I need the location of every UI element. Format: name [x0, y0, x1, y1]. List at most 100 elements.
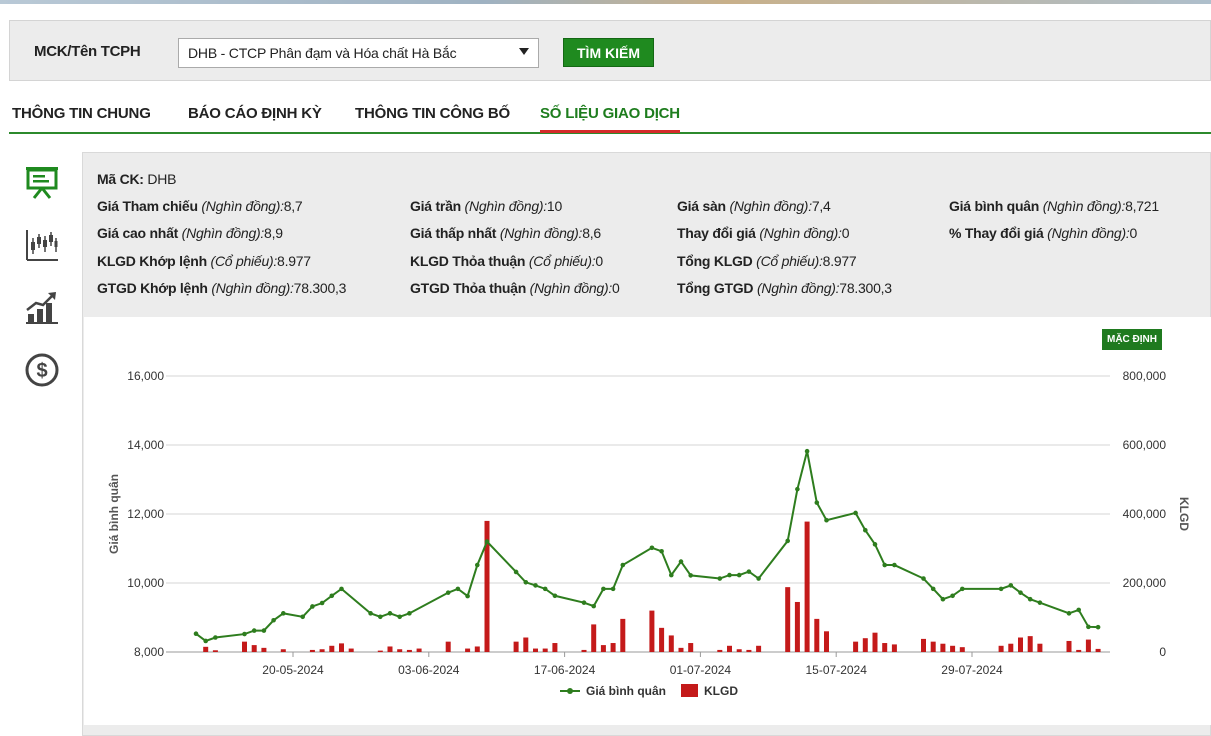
candlestick-chart-icon[interactable]: [24, 228, 60, 264]
price-point: [998, 586, 1004, 592]
volume-bar: [309, 649, 315, 652]
search-button[interactable]: TÌM KIẾM: [563, 38, 654, 67]
volume-bar: [668, 635, 674, 652]
price-point: [727, 572, 732, 578]
x-tick-label: 17-06-2024: [534, 663, 596, 677]
price-point: [853, 510, 858, 516]
volume-bar: [251, 645, 257, 652]
price-point: [892, 562, 897, 568]
company-select[interactable]: DHB - CTCP Phân đạm và Hóa chất Hà Bắc: [178, 38, 539, 68]
volume-bar: [533, 648, 538, 652]
volume-bar: [950, 645, 956, 652]
volume-bar: [280, 649, 286, 652]
volume-bar: [212, 650, 218, 652]
price-point: [756, 576, 761, 581]
x-tick-label: 01-07-2024: [670, 663, 732, 677]
volume-bar: [203, 646, 209, 652]
high-price: Giá cao nhất (Nghìn đồng):8,9: [97, 225, 283, 241]
volume-bar: [387, 646, 393, 652]
volume-bar: [377, 650, 383, 652]
y2-tick-label: 200,000: [1123, 576, 1167, 590]
volume-bar: [659, 627, 665, 652]
price-point: [950, 593, 955, 599]
price-point: [688, 573, 693, 578]
price-point: [659, 548, 664, 554]
y2-tick-label: 600,000: [1123, 438, 1167, 452]
pct-price-change: % Thay đổi giá (Nghìn đồng):0: [949, 225, 1138, 241]
total-value: Tổng GTGD (Nghìn đồng):78.300,3: [677, 280, 892, 296]
price-point: [1086, 624, 1091, 630]
search-bar: MCK/Tên TCPH DHB - CTCP Phân đạm và Hóa …: [9, 20, 1211, 81]
tab-general-info[interactable]: THÔNG TIN CHUNG: [12, 105, 151, 122]
trading-data-panel: Mã CK: DHB Giá Tham chiếu (Nghìn đồng):8…: [82, 152, 1211, 736]
ceiling-price: Giá trần (Nghìn đồng):10: [410, 198, 562, 214]
price-point: [445, 590, 451, 595]
volume-bar: [862, 638, 868, 652]
matched-value: GTGD Khớp lệnh (Nghìn đồng):78.300,3: [97, 280, 347, 296]
reset-zoom-button[interactable]: MẶC ĐỊNH: [1102, 329, 1162, 350]
price-point: [882, 562, 887, 568]
y2-axis-title: KLGD: [1177, 497, 1191, 531]
x-tick-label: 29-07-2024: [941, 663, 1003, 677]
price-point: [281, 611, 286, 616]
stock-code: Mã CK: DHB: [97, 171, 177, 187]
price-point: [678, 559, 684, 564]
presentation-board-icon[interactable]: [24, 164, 60, 200]
volume-bar: [891, 644, 897, 652]
volume-bar: [1037, 643, 1043, 652]
volume-bar: [348, 648, 354, 652]
volume-bar: [610, 643, 616, 652]
price-point: [513, 569, 519, 575]
tab-trading-data[interactable]: SỐ LIỆU GIAO DỊCH: [540, 105, 680, 133]
price-point: [960, 586, 965, 592]
price-point: [610, 586, 616, 592]
tab-periodic-reports[interactable]: BÁO CÁO ĐỊNH KỲ: [188, 105, 322, 122]
y2-tick-label: 800,000: [1123, 369, 1167, 383]
volume-bar: [242, 641, 247, 652]
growth-bar-chart-icon[interactable]: [24, 290, 60, 326]
volume-bar: [581, 649, 587, 652]
volume-bar: [959, 647, 965, 652]
negotiated-value: GTGD Thỏa thuận (Nghìn đồng):0: [410, 280, 620, 296]
volume-bar: [513, 641, 519, 652]
price-point: [339, 586, 344, 592]
price-point: [872, 542, 878, 547]
x-tick-label: 20-05-2024: [262, 663, 324, 677]
volume-bar: [794, 601, 800, 652]
x-tick-label: 15-07-2024: [806, 663, 868, 677]
price-point: [814, 500, 820, 505]
volume-bar: [406, 649, 412, 652]
price-point: [746, 569, 752, 574]
volume-bar: [756, 645, 762, 652]
x-tick-label: 03-06-2024: [398, 663, 460, 677]
price-point: [921, 576, 926, 581]
price-point: [251, 628, 257, 633]
chart-area: 8,000 10,000 12,000 14,000 16,000 0 200,000 400…: [84, 317, 1211, 725]
price-point: [1027, 596, 1033, 602]
price-point: [804, 448, 810, 454]
y-tick-label: 16,000: [127, 369, 164, 383]
price-point: [863, 527, 868, 533]
volume-bar: [998, 645, 1004, 652]
chevron-down-icon[interactable]: [519, 48, 529, 55]
volume-bar: [523, 637, 529, 652]
tab-disclosures[interactable]: THÔNG TIN CÔNG BỐ: [355, 105, 510, 122]
y2-tick-label: 0: [1159, 645, 1166, 659]
price-point: [940, 596, 946, 602]
price-point: [455, 586, 461, 592]
price-point: [484, 539, 490, 544]
volume-bar: [824, 631, 829, 652]
volume-bar: [814, 618, 820, 652]
dollar-coin-icon[interactable]: $: [24, 352, 60, 388]
price-point: [581, 600, 587, 605]
price-point: [329, 593, 335, 599]
volume-bar: [416, 648, 422, 652]
price-point: [213, 635, 218, 640]
price-point: [203, 638, 208, 644]
price-point: [407, 611, 412, 616]
total-volume: Tổng KLGD (Cổ phiếu):8.977: [677, 253, 857, 269]
price-point: [930, 586, 936, 592]
volume-bar: [445, 641, 451, 652]
price-point: [669, 572, 674, 578]
y-tick-label: 8,000: [134, 645, 164, 659]
